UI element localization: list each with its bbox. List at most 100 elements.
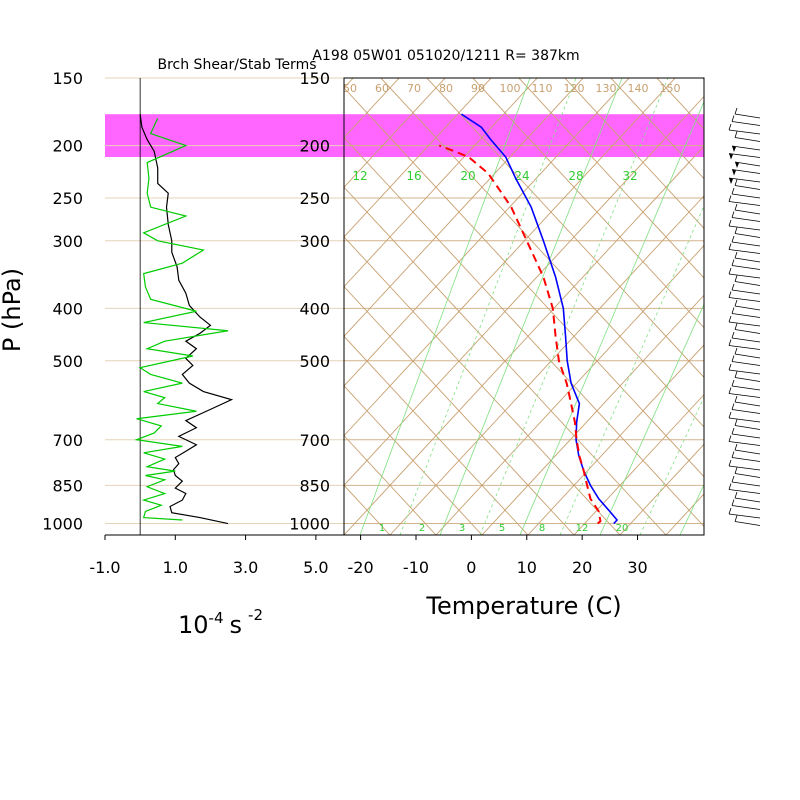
wind-barb-pennant [735,162,739,168]
wind-barb-pennant [729,153,733,160]
wind-barb-shaft [734,137,761,142]
wind-barb-shaft [731,361,761,366]
wind-barb [731,379,761,391]
wind-barb-shaft [734,353,761,359]
wind-barb-feather [731,283,735,291]
wind-barb-feather [734,107,738,115]
isotherm-line [0,0,338,535]
mixing-ratio-line [760,78,800,535]
isotherm-line [344,78,584,337]
isotherm-line [619,443,704,535]
wind-barb-feather [731,115,735,122]
wind-barb-feather [728,387,732,394]
wind-barb-feather [728,339,732,346]
wind-barb-shaft [731,265,761,270]
wind-barb-feather [734,131,738,138]
mixing-ratio-bottom-label: 5 [499,523,505,534]
adiabat-line [344,385,483,535]
wind-barb [728,459,761,471]
skew-t-series [438,113,619,525]
wind-barb [731,187,761,199]
right-y-tick-label: 200 [299,137,330,156]
adiabat-line [344,136,704,528]
skew-t-x-tick-label: 20 [572,558,592,577]
right-y-tick-label: 700 [299,431,330,450]
wind-barb-feather [728,243,732,250]
mixing-ratio-label: 16 [406,169,421,183]
wind-barb [734,275,761,286]
wind-barb-shaft [734,449,761,455]
skew-t-x-tick-label: -20 [348,558,374,577]
wind-barb [731,259,761,270]
wind-barb [734,515,761,526]
left-y-tick-label: 700 [52,431,83,450]
skew-t-title: A198 05W01 051020/1211 R= 387km [312,48,579,64]
wind-barb-shaft [728,489,761,494]
wind-barb-feather [734,251,738,259]
adiabat-line [702,78,704,80]
highlight-band [105,114,704,158]
wind-barb-shaft [731,385,761,391]
wind-barb-feather [731,355,735,362]
wind-barb [731,169,761,176]
isotherm-line [0,0,292,535]
wind-barb-shaft [728,465,761,471]
mixing-ratio-bottom-label: 1 [379,523,385,534]
adiabat-line [518,78,704,279]
wind-barb-shaft [734,209,761,215]
wind-barb [731,475,761,487]
wind-barb [731,145,761,152]
adiabat-line [344,434,437,535]
isotherm-label: 50 [343,82,357,95]
wind-barb-shaft [734,161,761,167]
wind-barb-feather [734,395,738,403]
wind-barb [731,283,761,295]
wind-barb-shaft [731,169,761,174]
mixing-ratio-line [439,78,623,535]
wind-barb-feather [728,411,732,419]
left-x-unit: 10-4 s -2 [178,606,263,639]
wind-barb-shaft [728,321,761,327]
wind-barb [728,315,761,327]
adiabat-line [656,78,704,130]
isotherm-line [344,78,630,387]
isotherm-line [0,0,200,535]
wind-barb [728,153,761,160]
isotherm-label: 60 [375,82,389,95]
mixing-ratio-bottom-label: 3 [459,523,465,534]
wind-barb-feather [734,179,738,186]
wind-barb-feather [731,211,735,218]
wind-barb-feather [731,235,735,243]
wind-barb-feather [731,403,735,410]
right-y-tick-label: 500 [299,352,330,371]
wind-barb-feather [734,347,738,355]
left-y-tick-label: 400 [52,299,83,318]
isotherm-label: 110 [532,82,553,95]
adiabat-line [344,285,575,535]
mixing-ratio-label: 12 [352,169,367,183]
isotherm-line [435,244,704,535]
adiabat-line [380,78,704,428]
wind-barb-feather [728,483,732,490]
wind-barb [734,347,761,359]
left-y-tick-label: 500 [52,352,83,371]
isotherm-line [0,0,246,535]
wind-barb-shaft [731,121,761,126]
wind-barb-feather [728,195,732,202]
wind-barb [728,363,761,375]
wind-barb [731,211,761,222]
right-y-tick-label: 150 [299,69,330,88]
wind-barb-feather [731,259,735,266]
wind-barb [734,443,761,455]
wind-barb-shaft [728,177,761,183]
wind-barb-shaft [734,425,761,430]
wind-barb-shaft [731,241,761,247]
wind-barb-shaft [728,201,761,206]
wind-barb-feather [731,331,735,339]
wind-barb [731,307,761,318]
isotherm-label: 70 [407,82,421,95]
wind-barb [728,123,761,135]
